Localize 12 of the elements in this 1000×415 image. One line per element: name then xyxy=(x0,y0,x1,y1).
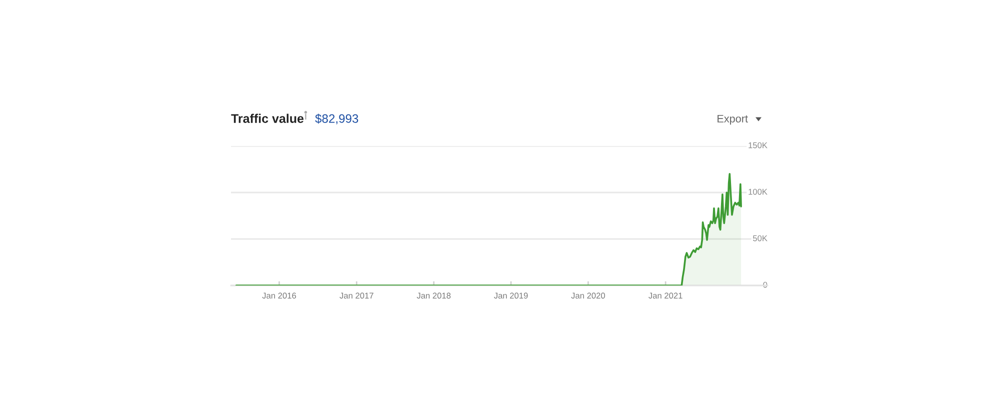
text: Export xyxy=(718,114,748,125)
chart-subtitle: $82,993 xyxy=(315,114,358,124)
x-tick-label: Jan 2016 xyxy=(262,292,296,299)
x-tick-label: Jan 2017 xyxy=(340,292,374,299)
y-tick-label: 50K xyxy=(753,235,768,242)
y-tick-label: 150K xyxy=(748,142,768,148)
x-tick-label: Jan 2020 xyxy=(571,292,605,299)
y-tick-label: 100K xyxy=(748,188,768,195)
x-tick-label: Jan 2018 xyxy=(416,292,451,299)
x-tick-label: Jan 2021 xyxy=(648,292,682,299)
chart-title: Traffic value xyxy=(231,114,304,123)
x-tick-label: Jan 2019 xyxy=(494,292,528,299)
